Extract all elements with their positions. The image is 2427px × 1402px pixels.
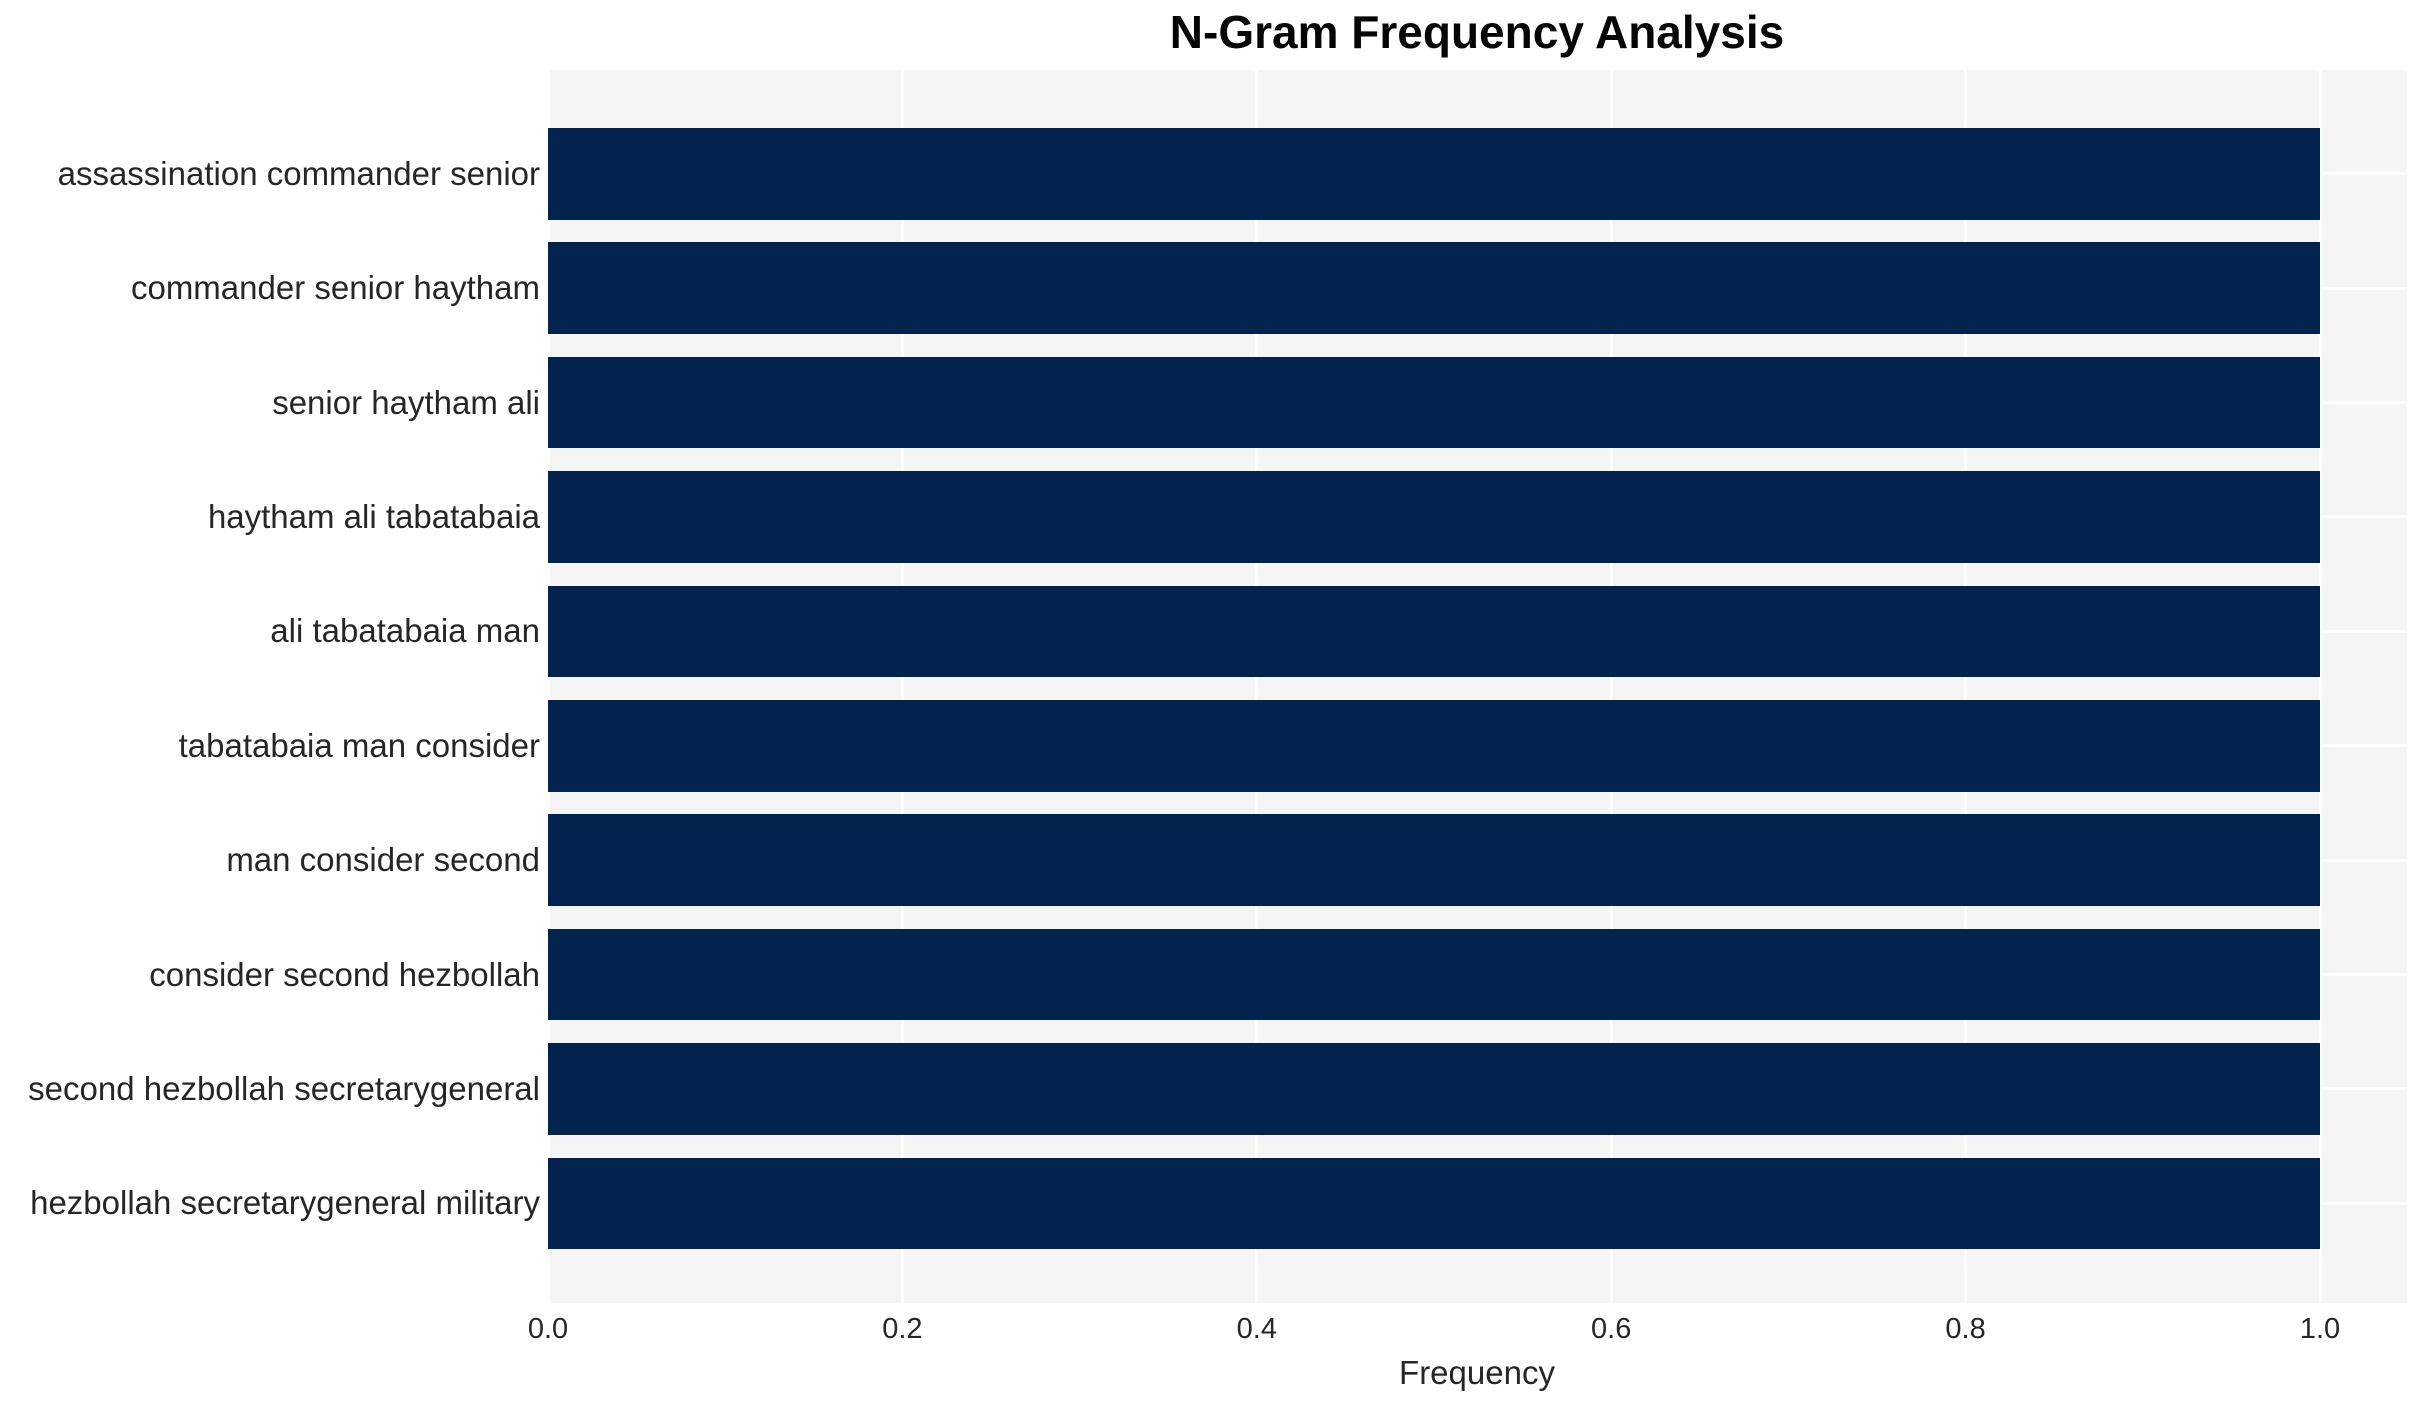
y-tick-label: senior haytham ali <box>272 383 540 421</box>
y-tick-label: hezbollah secretarygeneral military <box>30 1184 540 1222</box>
y-tick-label: commander senior haytham <box>130 269 540 307</box>
bar <box>548 471 2320 563</box>
y-tick-label: assassination commander senior <box>57 154 540 192</box>
bar <box>548 928 2320 1021</box>
bar <box>548 700 2320 792</box>
y-tick-label: tabatabaia man consider <box>178 726 540 764</box>
x-tick-label: 0.4 <box>1236 1313 1277 1345</box>
y-tick-label: second hezbollah secretarygeneral <box>28 1069 540 1107</box>
y-tick-label: haytham ali tabatabaia <box>207 497 540 535</box>
chart-title: N-Gram Frequency Analysis <box>1169 6 1785 58</box>
vertical-gridline <box>2318 70 2322 1303</box>
vertical-gridline <box>1964 70 1968 1303</box>
y-tick-label: consider second hezbollah <box>149 955 540 993</box>
plot-area <box>546 70 2407 1303</box>
vertical-gridline <box>546 70 550 1303</box>
vertical-gridline <box>1609 70 1613 1303</box>
bar <box>548 1043 2320 1135</box>
bar <box>548 814 2320 906</box>
y-tick-label: ali tabatabaia man <box>270 612 540 650</box>
x-tick-label: 0.0 <box>527 1313 569 1345</box>
vertical-gridline <box>1255 70 1259 1303</box>
x-tick-label: 0.2 <box>882 1313 923 1345</box>
bar <box>548 128 2320 220</box>
y-tick-label: man consider second <box>226 841 540 879</box>
bar <box>548 242 2320 334</box>
bar <box>548 1157 2320 1250</box>
x-axis-title: Frequency <box>1399 1354 1555 1391</box>
bar <box>548 585 2320 678</box>
x-tick-label: 1.0 <box>2299 1313 2341 1345</box>
bar <box>548 356 2320 449</box>
x-tick-label: 0.6 <box>1591 1313 1632 1345</box>
vertical-gridline <box>900 70 904 1303</box>
x-tick-label: 0.8 <box>1945 1313 1986 1345</box>
